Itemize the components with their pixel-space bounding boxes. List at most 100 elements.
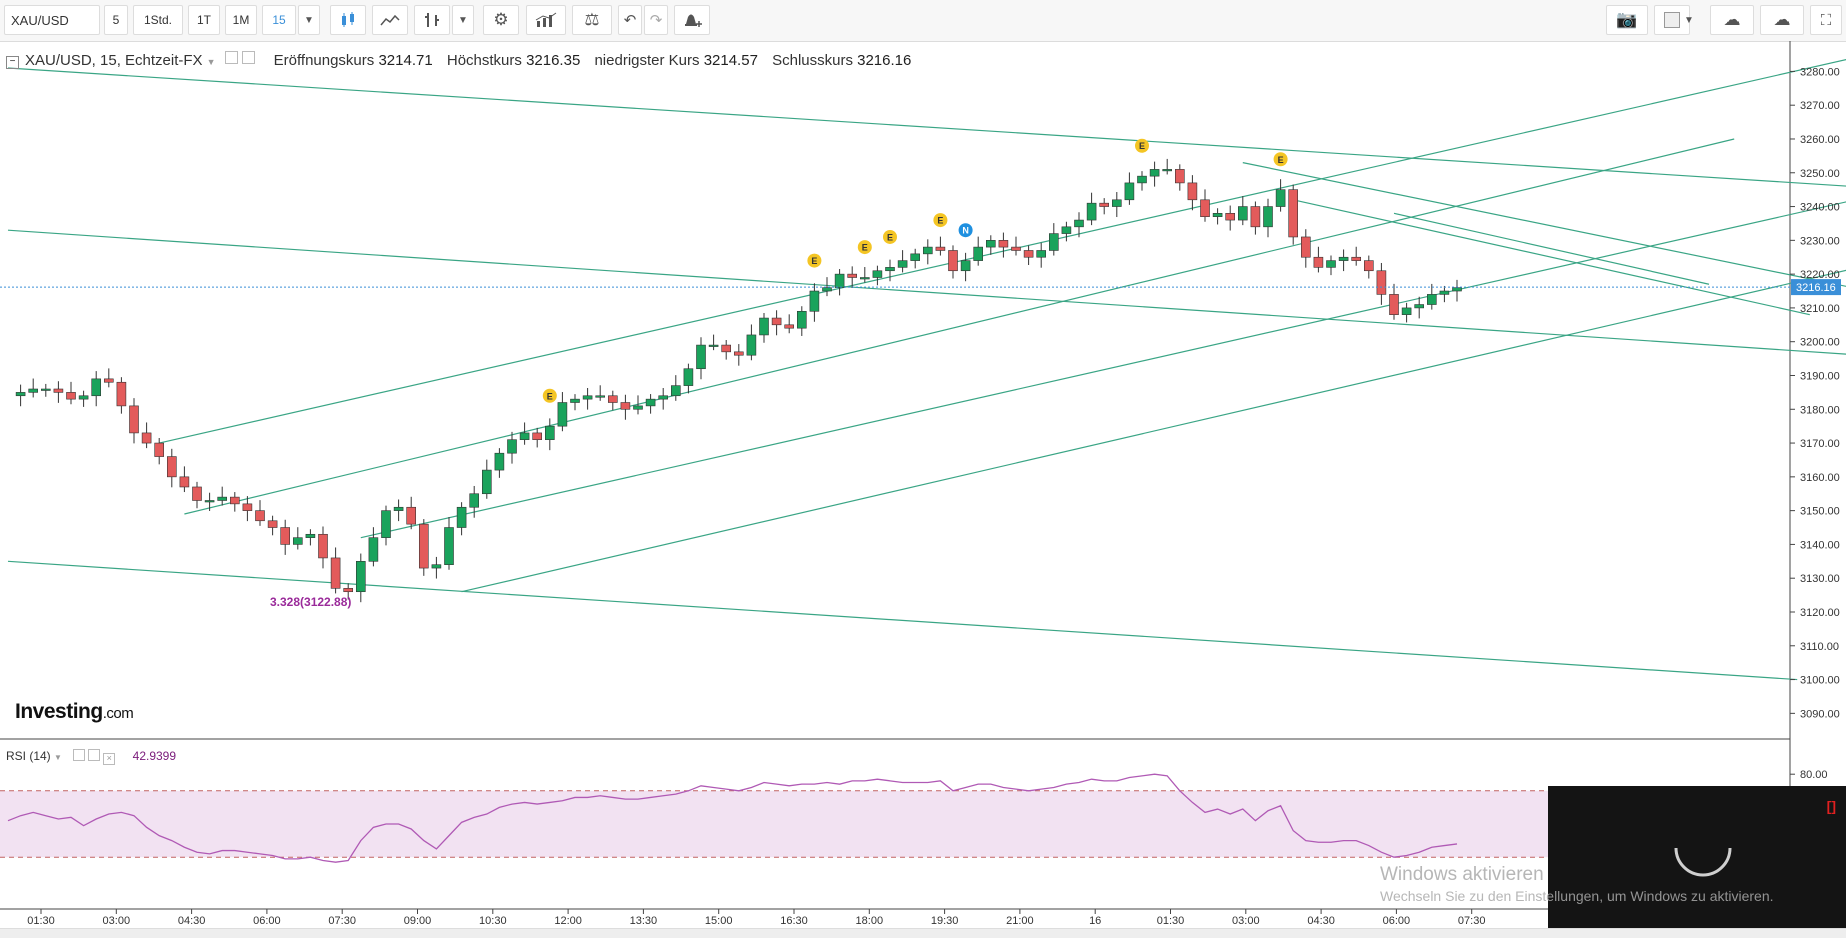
candle	[1124, 182, 1135, 201]
candle	[179, 476, 190, 488]
trendline	[7, 560, 1798, 681]
video-overlay[interactable]: []	[1548, 786, 1846, 937]
event-marker[interactable]	[857, 240, 872, 255]
close-icon[interactable]: ×	[103, 753, 116, 765]
interval-1d-button[interactable]: 1T	[188, 5, 220, 35]
candle	[1414, 304, 1424, 309]
candle	[922, 246, 933, 255]
candle	[570, 398, 580, 403]
candle	[759, 317, 769, 336]
compare-icon: ⚖	[584, 10, 600, 29]
time-tick-label: 09:00	[404, 915, 432, 927]
close-value: 3216.16	[857, 52, 912, 69]
color-button[interactable]	[1654, 5, 1690, 35]
marker-letter: E	[1278, 155, 1284, 165]
candle	[1074, 219, 1084, 228]
candle	[885, 267, 895, 272]
alert-button[interactable]	[674, 5, 710, 35]
fullscreen-button[interactable]: ⛶	[1810, 5, 1842, 35]
candle	[494, 452, 505, 471]
event-marker[interactable]	[807, 253, 822, 268]
price-tick-label: 3270.00	[1800, 100, 1840, 112]
rsi-legend: RSI (14) ▼ × 42.9399	[6, 749, 176, 765]
line-chart-button[interactable]	[372, 5, 408, 35]
interval-1h-button[interactable]: 1Std.	[133, 5, 183, 35]
marker-letter: E	[547, 391, 553, 401]
cloud-download-button[interactable]: ☁	[1710, 5, 1754, 35]
interval-1m-button[interactable]: 1M	[225, 5, 257, 35]
screenshot-button[interactable]: 📷	[1606, 5, 1648, 35]
chart-type-dropdown[interactable]: ▼	[452, 5, 474, 35]
candle	[418, 523, 429, 569]
redo-button[interactable]: ↷	[644, 5, 668, 35]
collapse-icon[interactable]: −	[6, 56, 19, 69]
time-tick-label: 01:30	[27, 915, 55, 927]
overlay-bracket-icon[interactable]: []	[1826, 798, 1836, 814]
candle	[822, 287, 832, 292]
candle	[444, 527, 454, 565]
time-tick-label: 16:30	[780, 915, 808, 927]
last-price-tag: 3216.16	[1791, 279, 1841, 296]
interval-5-button[interactable]: 5	[104, 5, 128, 35]
candle	[1011, 246, 1021, 251]
price-tick-label: 3240.00	[1800, 202, 1840, 214]
settings-button[interactable]: ⚙	[483, 5, 519, 35]
candle	[305, 533, 316, 538]
bars-icon	[425, 13, 439, 27]
cloud-upload-button[interactable]: ☁	[1760, 5, 1804, 35]
candle	[1439, 290, 1450, 295]
candle	[973, 246, 984, 261]
compare-button[interactable]: ⚖	[572, 5, 612, 35]
undo-icon: ↶	[623, 12, 637, 29]
event-marker[interactable]	[542, 388, 557, 403]
candle	[116, 381, 127, 407]
event-marker[interactable]	[1273, 152, 1288, 167]
event-marker[interactable]	[1135, 138, 1149, 153]
bottom-scrollbar[interactable]	[0, 928, 1846, 938]
interval-15-button[interactable]: 15	[262, 5, 296, 35]
symbol-input[interactable]: XAU/USD	[4, 5, 100, 35]
candle	[469, 493, 480, 508]
event-marker[interactable]	[933, 213, 948, 228]
fullscreen-icon: ⛶	[1820, 11, 1832, 29]
settings-small-icon[interactable]	[242, 51, 256, 64]
chevron-down-icon[interactable]: ▼	[206, 57, 216, 67]
indicators-button[interactable]	[526, 5, 566, 35]
price-tick-label: 3230.00	[1800, 235, 1840, 247]
bars-button[interactable]	[414, 5, 450, 35]
settings-small-icon[interactable]	[88, 749, 101, 761]
candles-icon	[342, 12, 354, 27]
candle	[1313, 256, 1324, 268]
investing-logo: Investing.com	[15, 700, 134, 724]
candle	[204, 500, 215, 503]
news-marker[interactable]	[958, 223, 973, 238]
visibility-icon[interactable]	[73, 749, 86, 761]
chevron-down-icon[interactable]: ▼	[54, 753, 62, 762]
candles-button[interactable]	[330, 5, 366, 35]
candle	[582, 395, 593, 400]
price-chart[interactable]: E E E E E N E E 3280.00 3270.00 3260.00 3250.00 324…	[0, 41, 1846, 928]
color-dropdown[interactable]: ▼	[1680, 5, 1698, 35]
marker-letter: E	[887, 232, 893, 242]
undo-button[interactable]: ↶	[618, 5, 642, 35]
gear-icon: ⚙	[493, 10, 509, 29]
rsi-band	[0, 790, 1790, 858]
price-tick-label: 3130.00	[1800, 573, 1840, 585]
interval-dropdown[interactable]: ▼	[298, 5, 320, 35]
time-tick-label: 04:30	[1307, 915, 1335, 927]
candle	[1086, 202, 1097, 221]
windows-activation-subtitle: Wechseln Sie zu den Einstellungen, um Wi…	[1380, 888, 1774, 904]
indicators-icon	[535, 12, 557, 27]
candle	[1376, 270, 1387, 295]
event-marker[interactable]	[883, 229, 897, 244]
candle	[872, 270, 883, 278]
candle	[217, 496, 227, 501]
visibility-icon[interactable]	[225, 51, 239, 64]
candle	[847, 273, 858, 278]
candle	[670, 385, 681, 397]
candle	[1275, 189, 1286, 207]
price-tick-label: 3190.00	[1800, 370, 1840, 382]
candle	[1427, 294, 1437, 305]
price-tick-label: 3180.00	[1800, 404, 1840, 416]
candle	[1288, 189, 1298, 238]
